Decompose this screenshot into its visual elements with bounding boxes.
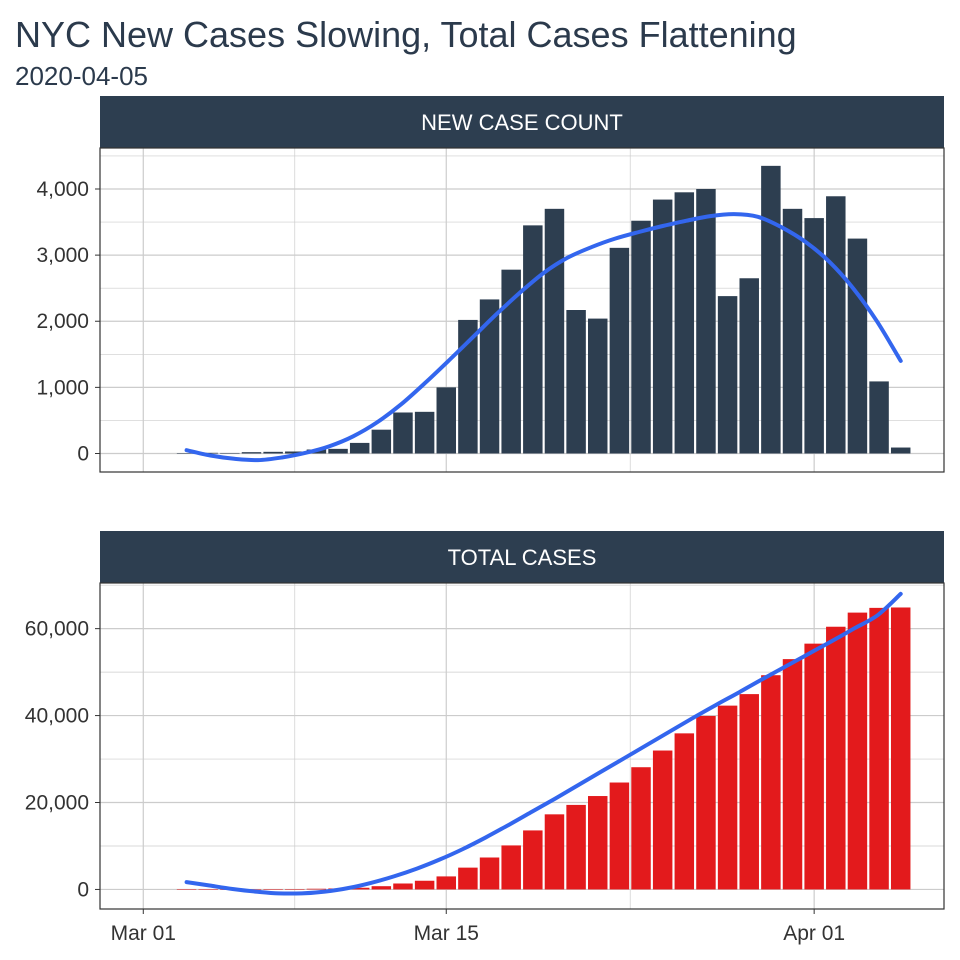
total-cases-bar (739, 694, 759, 890)
new-cases-bar (458, 319, 478, 454)
new-cases-bar (523, 225, 543, 454)
total-cases-bar (306, 888, 327, 890)
new-cases-strip-label: NEW CASE COUNT (421, 110, 623, 135)
new-cases-strip (100, 96, 944, 148)
total-cases-strip-label: TOTAL CASES (448, 545, 597, 570)
new-cases-bar (328, 448, 348, 454)
new-cases-panel-border (99, 147, 945, 473)
total-cases-bar (349, 887, 370, 890)
new-cases-bar (631, 220, 651, 454)
new-cases-bar (717, 296, 738, 454)
total-cases-bar (652, 750, 673, 890)
total-cases-bar (717, 705, 738, 890)
total-cases-y-tick-label: 60,000 (25, 618, 89, 641)
new-cases-bar (263, 451, 283, 454)
new-cases-bar (869, 381, 889, 454)
new-cases-bar (609, 247, 630, 454)
new-cases-bar (782, 208, 803, 454)
new-cases-bar (479, 299, 500, 454)
chart-title: NYC New Cases Slowing, Total Cases Flatt… (15, 14, 797, 55)
total-cases-bar (631, 767, 651, 890)
new-cases-bar (588, 318, 608, 454)
total-cases-bar (501, 845, 521, 890)
new-cases-bar (674, 192, 695, 454)
total-cases-bar (479, 857, 500, 890)
total-cases-bar (263, 889, 283, 890)
total-cases-y-tick-label: 20,000 (25, 792, 89, 815)
total-cases-y-tick-label: 0 (77, 878, 89, 901)
total-cases-bar (371, 886, 392, 890)
total-cases-bar (414, 880, 435, 890)
new-cases-bar (176, 453, 197, 454)
total-cases-strip (100, 531, 944, 583)
new-cases-y-tick-label: 4,000 (36, 178, 89, 201)
total-cases-bar (826, 626, 846, 890)
new-cases-bar (761, 165, 781, 454)
new-cases-smooth-line (184, 212, 903, 463)
new-cases-y-tick-label: 0 (77, 442, 89, 465)
total-cases-bar (890, 607, 911, 890)
total-cases-bar (847, 612, 868, 890)
new-cases-bar (544, 208, 565, 454)
new-cases-y-tick-label: 1,000 (36, 376, 89, 399)
total-cases-smooth-line (184, 591, 903, 896)
new-cases-bar (652, 199, 673, 454)
total-cases-bar (285, 889, 305, 890)
total-cases-bar (782, 659, 803, 890)
total-cases-bar (696, 715, 716, 890)
total-cases-bar (588, 796, 608, 890)
total-cases-x-tick-label: Apr 01 (783, 922, 845, 945)
new-cases-bar (739, 278, 759, 454)
total-cases-bar (544, 814, 565, 890)
new-cases-y-tick-label: 2,000 (36, 310, 89, 333)
total-cases-x-tick-label: Mar 15 (414, 922, 479, 945)
total-cases-bar (436, 876, 456, 890)
total-cases-bar (458, 867, 478, 890)
new-cases-bar (826, 196, 846, 454)
new-cases-bar (241, 452, 262, 454)
total-cases-bar (523, 830, 543, 890)
total-cases-bar (393, 883, 413, 890)
new-cases-bar (847, 238, 868, 454)
total-cases-bar (761, 675, 781, 890)
total-cases-bar (176, 889, 197, 890)
new-cases-bar (285, 451, 305, 454)
new-cases-bar (393, 412, 413, 454)
new-cases-bar (566, 310, 586, 454)
total-cases-panel-border (99, 582, 945, 910)
new-cases-bar (804, 218, 824, 454)
new-cases-bar (890, 447, 911, 454)
total-cases-bar (674, 733, 695, 890)
chart-subtitle: 2020-04-05 (15, 61, 148, 91)
total-cases-bar (804, 643, 824, 890)
total-cases-x-tick-label: Mar 01 (111, 922, 176, 945)
total-cases-bar (609, 782, 630, 890)
new-cases-bar (414, 411, 435, 454)
total-cases-bar (869, 607, 889, 890)
total-cases-y-tick-label: 40,000 (25, 705, 89, 728)
new-cases-bar (371, 429, 392, 454)
new-cases-bar (436, 387, 456, 454)
new-cases-bar (696, 188, 716, 454)
total-cases-bar (566, 804, 586, 890)
new-cases-bar (349, 442, 370, 454)
new-cases-bar (220, 452, 240, 454)
new-cases-y-tick-label: 3,000 (36, 244, 89, 267)
total-cases-bar (198, 889, 218, 890)
new-cases-bar (501, 269, 521, 454)
